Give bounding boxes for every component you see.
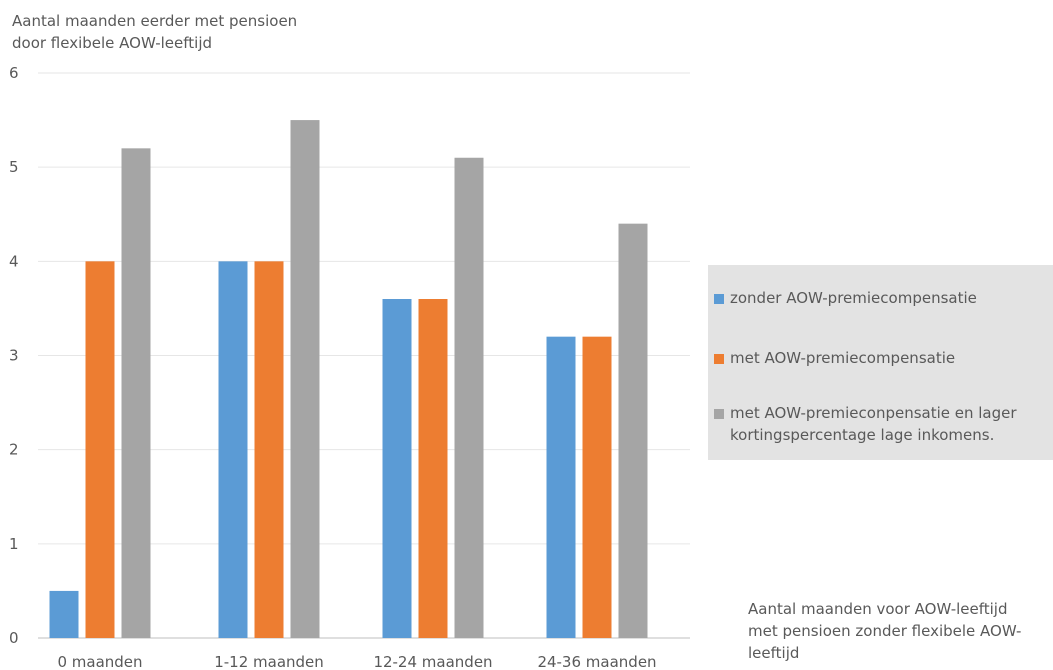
bar xyxy=(618,223,648,638)
bar xyxy=(582,336,612,638)
bar xyxy=(454,157,484,638)
legend-swatch-zonder xyxy=(714,294,724,304)
x-axis-title: Aantal maanden voor AOW-leeftijd met pen… xyxy=(748,600,1022,662)
y-tick-label: 6 xyxy=(9,64,19,82)
y-tick-label: 2 xyxy=(9,441,19,459)
y-tick-label: 3 xyxy=(9,347,19,365)
bar xyxy=(49,590,79,638)
legend: zonder AOW-premiecompensatie met AOW-pre… xyxy=(708,265,1053,460)
y-tick-label: 1 xyxy=(9,535,19,553)
legend-item-met-lager: met AOW-premieconpensatie en lager korti… xyxy=(714,402,1017,446)
legend-item-met: met AOW-premiecompensatie xyxy=(714,347,955,369)
y-tick-label: 4 xyxy=(9,252,19,270)
legend-swatch-met xyxy=(714,354,724,364)
x-tick-label: 1-12 maanden xyxy=(214,653,324,670)
legend-label-met: met AOW-premiecompensatie xyxy=(730,349,956,367)
bar xyxy=(121,148,151,639)
legend-item-zonder: zonder AOW-premiecompensatie xyxy=(714,287,977,309)
y-axis-title: Aantal maanden eerder met pensioen door … xyxy=(12,12,298,52)
bar xyxy=(85,261,115,638)
bar xyxy=(254,261,284,638)
y-tick-label: 0 xyxy=(9,629,19,647)
x-tick-label: 12-24 maanden xyxy=(373,653,492,670)
legend-label-zonder: zonder AOW-premiecompensatie xyxy=(730,289,977,307)
bar xyxy=(382,299,412,638)
x-tick-label: 24-36 maanden xyxy=(537,653,656,670)
bar xyxy=(218,261,248,638)
legend-label-met-lager: met AOW-premieconpensatie en lager korti… xyxy=(730,404,1017,444)
bar xyxy=(418,299,448,638)
bar xyxy=(546,336,576,638)
y-tick-label: 5 xyxy=(9,158,19,176)
x-tick-label: 0 maanden xyxy=(57,653,142,670)
bar xyxy=(290,120,320,639)
legend-swatch-met-lager xyxy=(714,409,724,419)
